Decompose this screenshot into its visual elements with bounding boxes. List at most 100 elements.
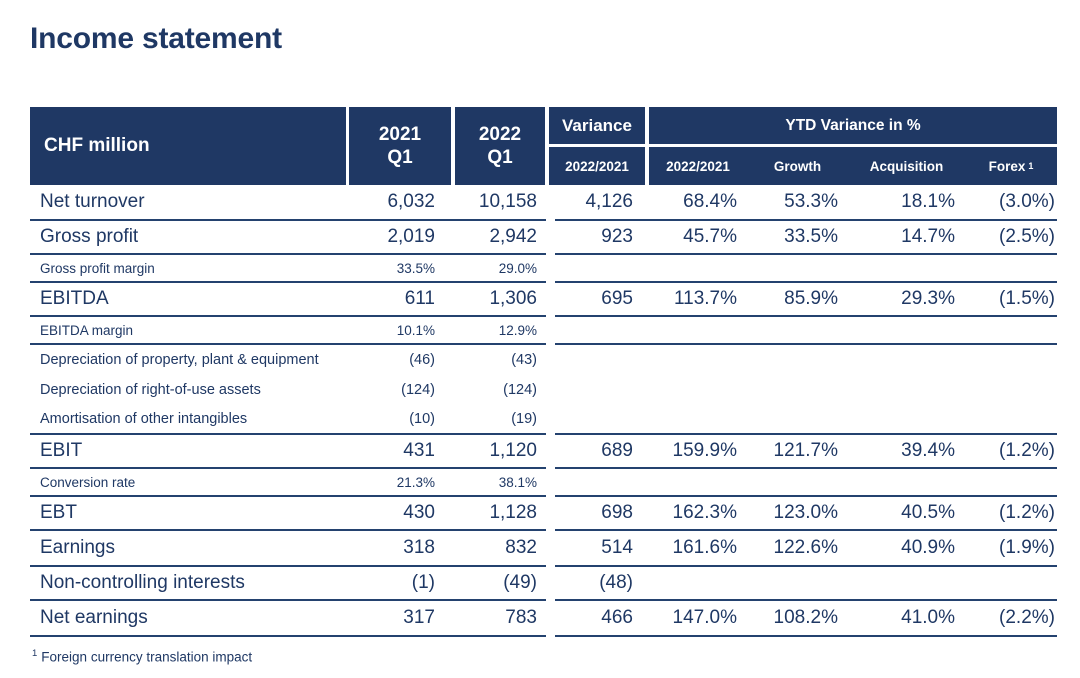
income-statement-table: CHF million 2021 Q1 2022 Q1 Variance 202… <box>30 107 1057 665</box>
value-2021-q1: 317 <box>403 607 435 628</box>
row-left-segment: Gross profit 2,019 2,942 <box>30 221 546 255</box>
value-2021-q1: (10) <box>409 411 435 427</box>
row-left-segment: Conversion rate 21.3% 38.1% <box>30 469 546 497</box>
row-label: Gross profit <box>40 226 139 247</box>
table-row: Gross profit 2,019 2,942 923 45.7% 33.5%… <box>30 221 1057 255</box>
row-right-segment <box>555 317 1057 345</box>
row-right-segment <box>555 375 1057 405</box>
value-variance: 466 <box>601 607 633 628</box>
table-row: EBITDA 611 1,306 695 113.7% 85.9% 29.3% … <box>30 283 1057 317</box>
header-ytd-label: YTD Variance in % <box>649 107 1057 144</box>
row-right-segment: 698 162.3% 123.0% 40.5% (1.2%) <box>555 497 1057 531</box>
row-right-segment <box>555 469 1057 497</box>
row-label: EBITDA margin <box>40 322 134 338</box>
footnote-marker: 1 <box>32 648 38 659</box>
row-label: Net turnover <box>40 191 145 212</box>
value-2022-q1: 2,942 <box>489 226 537 247</box>
table-row: Net turnover 6,032 10,158 4,126 68.4% 53… <box>30 185 1057 221</box>
value-2021-q1: 21.3% <box>396 474 435 490</box>
value-ytd-variance: 161.6% <box>672 537 737 558</box>
value-acquisition: 29.3% <box>901 288 955 309</box>
header-variance-label: Variance <box>549 107 645 144</box>
header-2022-quarter: Q1 <box>487 147 513 168</box>
row-label: EBITDA <box>40 288 109 309</box>
table-row: Earnings 318 832 514 161.6% 122.6% 40.9%… <box>30 531 1057 567</box>
ytd-subcolumns: 2022/2021 Growth Acquisition Forex 1 <box>649 159 1057 174</box>
row-left-segment: Depreciation of right-of-use assets (124… <box>30 375 546 405</box>
value-2022-q1: 12.9% <box>498 322 537 338</box>
page-title: Income statement <box>30 22 282 55</box>
value-acquisition: 18.1% <box>901 191 955 212</box>
table-row: Gross profit margin 33.5% 29.0% <box>30 255 1057 283</box>
value-2022-q1: 38.1% <box>498 474 537 490</box>
value-acquisition: 41.0% <box>901 607 955 628</box>
row-right-segment: 466 147.0% 108.2% 41.0% (2.2%) <box>555 601 1057 637</box>
value-2021-q1: 33.5% <box>396 260 435 276</box>
row-left-segment: Depreciation of property, plant & equipm… <box>30 345 546 375</box>
row-left-segment: EBITDA margin 10.1% 12.9% <box>30 317 546 345</box>
footnote-text: Foreign currency translation impact <box>41 649 253 665</box>
header-unit-label: CHF million <box>30 107 346 185</box>
row-label: EBT <box>40 502 77 523</box>
row-right-segment: 689 159.9% 121.7% 39.4% (1.2%) <box>555 435 1057 469</box>
value-2021-q1: 611 <box>404 288 435 309</box>
table-row: Amortisation of other intangibles (10) (… <box>30 405 1057 435</box>
value-2021-q1: 6,032 <box>387 191 435 212</box>
value-2022-q1: (43) <box>511 352 537 368</box>
header-2022-q1: 2022 Q1 <box>455 107 545 185</box>
value-variance: 698 <box>601 502 633 523</box>
table-row: Non-controlling interests (1) (49) (48) <box>30 567 1057 601</box>
value-2021-q1: (124) <box>401 382 435 398</box>
value-growth: 122.6% <box>773 537 838 558</box>
row-right-segment: 4,126 68.4% 53.3% 18.1% (3.0%) <box>555 185 1057 221</box>
row-label: Amortisation of other intangibles <box>40 411 248 427</box>
value-variance: 689 <box>601 440 633 461</box>
value-forex: (1.2%) <box>999 502 1055 523</box>
header-ytd-group: YTD Variance in % 2022/2021 Growth Acqui… <box>649 107 1057 185</box>
value-acquisition: 39.4% <box>901 440 955 461</box>
table-header: CHF million 2021 Q1 2022 Q1 Variance 202… <box>30 107 1057 185</box>
value-growth: 121.7% <box>773 440 838 461</box>
header-2022-year: 2022 <box>478 124 522 145</box>
value-2022-q1: 1,306 <box>489 288 537 309</box>
row-left-segment: Amortisation of other intangibles (10) (… <box>30 405 546 435</box>
row-right-segment <box>555 405 1057 435</box>
value-forex: (2.5%) <box>999 226 1055 247</box>
value-2022-q1: (49) <box>503 572 537 593</box>
row-label: Depreciation of property, plant & equipm… <box>40 352 319 368</box>
value-acquisition: 14.7% <box>901 226 955 247</box>
table-row: EBT 430 1,128 698 162.3% 123.0% 40.5% (1… <box>30 497 1057 531</box>
row-label: Non-controlling interests <box>40 572 245 593</box>
value-2022-q1: 783 <box>505 607 537 628</box>
value-2022-q1: 1,120 <box>489 440 537 461</box>
header-forex-label: Forex <box>988 158 1026 174</box>
row-right-segment: (48) <box>555 567 1057 601</box>
header-variance-sub: 2022/2021 <box>549 147 645 185</box>
row-right-segment <box>555 345 1057 375</box>
header-ytd-subrow: 2022/2021 Growth Acquisition Forex 1 <box>649 147 1057 185</box>
value-2022-q1: 29.0% <box>498 260 537 276</box>
value-growth: 33.5% <box>784 226 838 247</box>
value-variance: (48) <box>599 572 633 593</box>
header-forex: Forex 1 <box>965 159 1057 174</box>
value-forex: (1.9%) <box>999 537 1055 558</box>
header-variance-group: Variance 2022/2021 <box>549 107 645 185</box>
table-row: EBITDA margin 10.1% 12.9% <box>30 317 1057 345</box>
value-ytd-variance: 68.4% <box>683 191 737 212</box>
table-row: EBIT 431 1,120 689 159.9% 121.7% 39.4% (… <box>30 435 1057 469</box>
value-acquisition: 40.5% <box>901 502 955 523</box>
value-acquisition: 40.9% <box>901 537 955 558</box>
header-2021-q1: 2021 Q1 <box>349 107 451 185</box>
value-growth: 85.9% <box>784 288 838 309</box>
row-left-segment: Net turnover 6,032 10,158 <box>30 185 546 221</box>
value-2021-q1: 2,019 <box>387 226 435 247</box>
row-label: Earnings <box>40 537 115 558</box>
row-right-segment: 514 161.6% 122.6% 40.9% (1.9%) <box>555 531 1057 567</box>
value-ytd-variance: 147.0% <box>672 607 737 628</box>
value-forex: (3.0%) <box>999 191 1055 212</box>
value-2021-q1: 430 <box>403 502 435 523</box>
row-left-segment: EBIT 431 1,120 <box>30 435 546 469</box>
value-forex: (2.2%) <box>999 607 1055 628</box>
row-right-segment: 923 45.7% 33.5% 14.7% (2.5%) <box>555 221 1057 255</box>
